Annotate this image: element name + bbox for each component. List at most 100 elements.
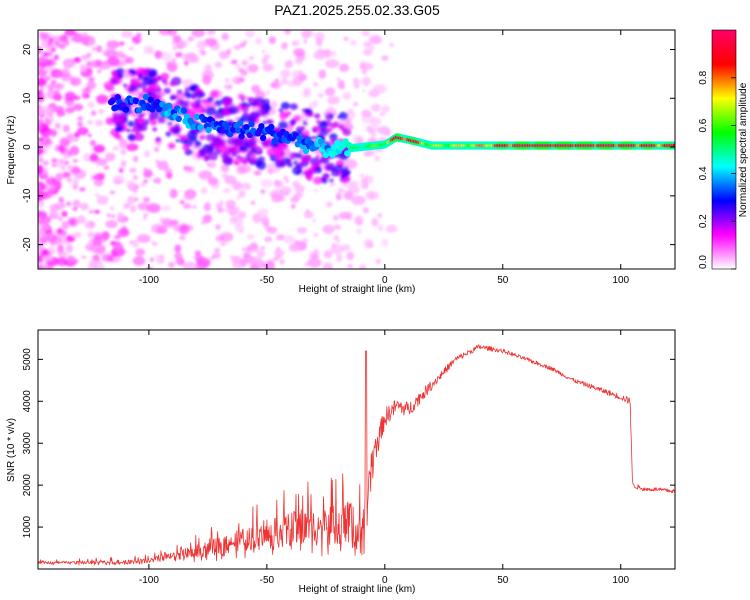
heatmap-noise-blob <box>377 224 384 232</box>
heatmap-cloud-blob <box>287 162 293 168</box>
heatmap-cloud-blob <box>194 144 199 148</box>
heatmap-noise-blob <box>341 244 351 251</box>
heatmap-noise-blob <box>43 52 49 57</box>
heatmap-noise-blob <box>224 175 237 185</box>
heatmap-noise-blob <box>333 235 339 241</box>
snr-x-tick-label: -100 <box>139 575 159 586</box>
heatmap-noise-blob <box>323 250 333 259</box>
heatmap-cloud-blob <box>234 149 240 155</box>
heatmap-cloud-blob <box>167 142 176 149</box>
heatmap-cloud-blob <box>251 101 257 106</box>
heatmap-noise-blob <box>158 254 165 259</box>
heatmap-noise-blob <box>165 172 173 179</box>
heatmap-noise-blob <box>177 40 189 48</box>
heatmap-noise-blob <box>336 254 343 262</box>
heatmap-noise-blob <box>224 84 233 90</box>
heatmap-noise-blob <box>303 87 311 94</box>
heatmap-noise-blob <box>384 131 391 137</box>
heatmap-noise-blob <box>94 193 100 197</box>
heatmap-cloud-blob <box>329 178 334 183</box>
heatmap-noise-blob <box>317 48 324 54</box>
heatmap-cloud-blob <box>312 135 317 140</box>
heatmap-cloud-blob <box>246 157 251 162</box>
heatmap-noise-blob <box>341 64 347 70</box>
heatmap-ridge-cell <box>243 124 250 131</box>
heatmap-noise-blob <box>120 160 127 168</box>
spectrogram-y-ticks: -20 -10 0 10 20 <box>22 44 675 252</box>
heatmap-noise-blob <box>127 195 135 205</box>
heatmap-noise-blob <box>264 236 273 242</box>
heatmap-noise-blob <box>369 191 379 200</box>
heatmap-noise-blob <box>42 142 49 147</box>
heatmap-cloud-blob <box>138 73 143 78</box>
heatmap-ridge-cell <box>302 147 310 155</box>
heatmap-cloud-blob <box>127 120 135 127</box>
heatmap-ridge-cell <box>235 127 242 134</box>
heatmap-noise-blob <box>120 148 127 155</box>
heatmap-noise-blob <box>181 52 197 63</box>
heatmap-cloud-blob <box>306 176 313 181</box>
heatmap-noise-blob <box>39 32 48 41</box>
heatmap-noise-blob <box>65 244 73 253</box>
heatmap-cloud-blob <box>179 99 184 104</box>
heatmap-noise-blob <box>203 202 211 212</box>
heatmap-noise-blob <box>265 90 271 96</box>
heatmap-noise-blob <box>373 84 387 94</box>
heatmap-noise-blob <box>45 70 50 74</box>
heatmap-noise-blob <box>182 261 197 269</box>
heatmap-noise-blob <box>303 211 314 219</box>
spectrogram-y-tick-label: 20 <box>22 44 33 56</box>
heatmap-noise-blob <box>47 112 54 117</box>
heatmap-noise-blob <box>318 69 327 79</box>
heatmap-noise-blob <box>279 259 285 265</box>
heatmap-noise-blob <box>51 158 58 163</box>
heatmap-noise-blob <box>239 42 246 48</box>
heatmap-noise-blob <box>326 201 333 208</box>
heatmap-noise-blob <box>296 226 308 234</box>
heatmap-noise-blob <box>45 43 55 52</box>
heatmap-noise-blob <box>146 203 161 214</box>
heatmap-noise-blob <box>56 173 64 181</box>
heatmap-noise-blob <box>38 46 44 55</box>
snr-y-ticks: 1000 2000 3000 4000 5000 <box>22 348 675 538</box>
heatmap-ridge-cell <box>223 124 230 131</box>
heatmap-noise-blob <box>226 48 232 55</box>
snr-x-tick-label: 100 <box>612 575 629 586</box>
heatmap-noise-blob <box>38 247 43 256</box>
heatmap-noise-blob <box>98 109 104 114</box>
heatmap-cloud-blob <box>163 87 171 94</box>
heatmap-noise-blob <box>38 137 44 142</box>
heatmap-cloud-blob <box>223 96 233 105</box>
heatmap-noise-blob <box>74 138 79 142</box>
heatmap-cloud-blob <box>260 104 267 110</box>
heatmap-noise-blob <box>168 262 175 268</box>
heatmap-noise-blob <box>329 182 336 187</box>
heatmap-noise-blob <box>38 146 45 155</box>
heatmap-noise-blob <box>72 232 82 239</box>
heatmap-cloud-blob <box>343 176 351 183</box>
heatmap-noise-blob <box>51 35 62 45</box>
heatmap-noise-blob <box>151 241 158 246</box>
heatmap-noise-blob <box>241 182 252 191</box>
heatmap-noise-blob <box>305 209 310 213</box>
heatmap-noise-blob <box>184 166 193 172</box>
heatmap-noise-blob <box>312 100 319 107</box>
heatmap-ridge-cell <box>114 94 121 101</box>
heatmap-ridge-core <box>672 143 675 148</box>
heatmap-cloud-blob <box>214 99 223 107</box>
heatmap-noise-blob <box>53 93 63 101</box>
heatmap-noise-blob <box>172 45 178 51</box>
heatmap-ridge-cell <box>165 102 173 110</box>
heatmap-cloud-blob <box>224 104 229 108</box>
heatmap-noise-blob <box>73 57 82 64</box>
snr-x-tick-label: 0 <box>382 575 388 586</box>
heatmap-noise-blob <box>38 255 43 263</box>
heatmap-noise-blob <box>84 53 91 59</box>
colorbar-tick-label: 0.2 <box>698 214 709 228</box>
heatmap-noise-blob <box>62 124 70 133</box>
heatmap-noise-blob <box>56 256 69 266</box>
heatmap-noise-blob <box>295 184 306 194</box>
heatmap-noise-blob <box>208 161 217 169</box>
heatmap-noise-blob <box>221 32 229 41</box>
heatmap-noise-blob <box>246 234 255 240</box>
